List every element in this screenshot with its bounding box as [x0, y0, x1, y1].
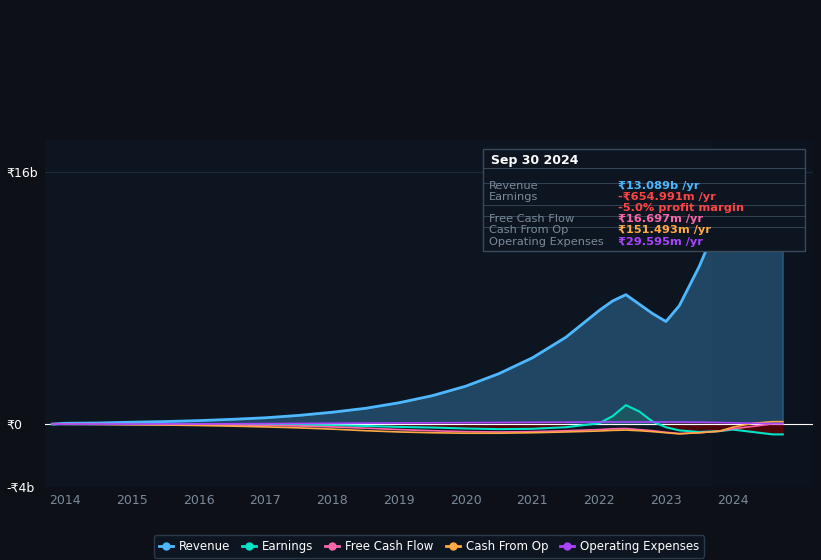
Text: -₹654.991m /yr: -₹654.991m /yr	[618, 192, 716, 202]
Text: Operating Expenses: Operating Expenses	[489, 237, 604, 246]
Legend: Revenue, Earnings, Free Cash Flow, Cash From Op, Operating Expenses: Revenue, Earnings, Free Cash Flow, Cash …	[154, 535, 704, 558]
Text: ₹16.697m /yr: ₹16.697m /yr	[618, 214, 704, 224]
Text: Revenue: Revenue	[489, 181, 539, 190]
Text: ₹151.493m /yr: ₹151.493m /yr	[618, 226, 711, 235]
Text: ₹29.595m /yr: ₹29.595m /yr	[618, 237, 703, 246]
Text: ₹13.089b /yr: ₹13.089b /yr	[618, 181, 699, 190]
Text: Earnings: Earnings	[489, 192, 539, 202]
Text: Free Cash Flow: Free Cash Flow	[489, 214, 575, 224]
Text: -5.0% profit margin: -5.0% profit margin	[618, 203, 745, 213]
Text: Sep 30 2024: Sep 30 2024	[491, 154, 579, 167]
Bar	[713, 140, 813, 487]
Text: Cash From Op: Cash From Op	[489, 226, 569, 235]
